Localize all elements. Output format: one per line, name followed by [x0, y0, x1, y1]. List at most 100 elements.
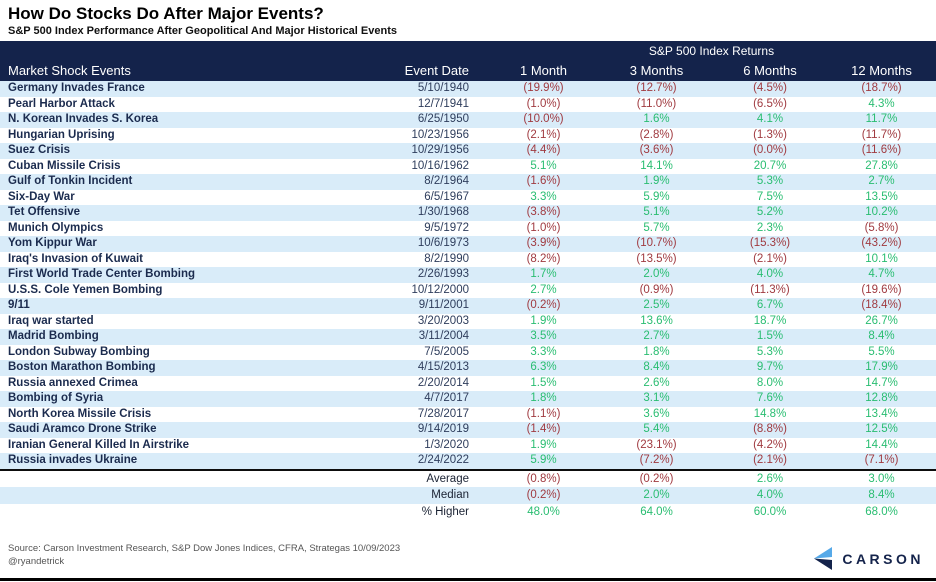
event-date: 2/20/2014 — [417, 376, 469, 389]
return-value: (1.4%) — [526, 423, 561, 435]
col-header-1month: 1 Month — [487, 60, 600, 81]
return-value: (0.9%) — [639, 283, 674, 296]
carson-logo: CARSON — [812, 546, 924, 571]
source-line: Source: Carson Investment Research, S&P … — [8, 543, 401, 554]
return-value: 3.3% — [530, 190, 557, 203]
return-value: 4.3% — [868, 97, 895, 110]
col-header-3months: 3 Months — [600, 60, 713, 81]
return-value: (11.0%) — [636, 97, 677, 110]
return-value: 1.5% — [530, 376, 557, 389]
summary-spacer — [0, 504, 356, 521]
event-date: 3/11/2004 — [418, 330, 469, 342]
return-value: 14.1% — [640, 159, 673, 172]
summary-value: (0.2%) — [526, 489, 561, 501]
table-row: N. Korean Invades S. Korea 6/25/1950 (10.0… — [0, 112, 936, 128]
return-value: 10.1% — [865, 252, 898, 265]
return-value: 5.3% — [756, 345, 784, 358]
carson-logo-text: CARSON — [842, 550, 924, 567]
return-value: 3.6% — [643, 407, 670, 420]
group-header-spacer — [0, 41, 487, 60]
event-name: Pearl Harbor Attack — [8, 97, 115, 110]
event-name: Tet Offensive — [8, 206, 80, 218]
return-value: 6.3% — [530, 361, 557, 373]
return-value: 5.4% — [643, 423, 670, 435]
return-value: (19.9%) — [523, 82, 564, 94]
event-name: Madrid Bombing — [8, 330, 99, 342]
return-value: 26.7% — [865, 314, 898, 327]
return-value: 17.9% — [865, 361, 898, 373]
table-row: North Korea Missile Crisis 7/28/2017 (1.1%… — [0, 407, 936, 423]
table-row: First World Trade Center Bombing 2/26/199… — [0, 267, 936, 283]
return-value: 18.7% — [753, 314, 787, 327]
return-value: (8.8%) — [753, 423, 787, 435]
event-date: 6/5/1967 — [424, 190, 469, 203]
col-header-12months: 12 Months — [827, 60, 936, 81]
event-name: Yom Kippur War — [8, 237, 97, 249]
event-name: Russia invades Ukraine — [0, 453, 356, 471]
return-value: 5.3% — [756, 175, 784, 187]
return-value: (5.8%) — [864, 221, 899, 234]
return-value: 1.8% — [530, 392, 557, 404]
summary-value: 2.6% — [756, 472, 784, 485]
summary-value: 4.0% — [756, 489, 784, 501]
return-value: 2.7% — [868, 175, 895, 187]
page-subtitle: S&P 500 Index Performance After Geopolit… — [8, 25, 397, 37]
return-value: 5.9% — [643, 190, 670, 203]
summary-value: 3.0% — [868, 472, 895, 485]
group-header-row: S&P 500 Index Returns — [0, 41, 936, 60]
event-name: Iraq war started — [8, 314, 94, 327]
event-name: Cuban Missile Crisis — [8, 159, 121, 172]
event-date: 10/6/1973 — [417, 237, 469, 249]
return-value: 5.1% — [643, 206, 670, 218]
return-value: (1.0%) — [526, 221, 561, 234]
event-date: 9/14/2019 — [417, 423, 469, 435]
event-date: 4/7/2017 — [424, 392, 469, 404]
event-date: 4/15/2013 — [417, 361, 469, 373]
event-date: 9/5/1972 — [424, 221, 469, 234]
data-rows: Germany Invades France 5/10/1940 (19.9%) (1… — [0, 81, 936, 471]
summary-value: 64.0% — [640, 505, 673, 518]
summary-label: Average — [426, 472, 469, 485]
event-date: 10/16/1962 — [411, 159, 469, 172]
event-name: Hungarian Uprising — [8, 128, 115, 141]
return-value: 2.7% — [530, 283, 557, 296]
event-name: Six-Day War — [8, 190, 75, 203]
table-row: Gulf of Tonkin Incident 8/2/1964 (1.6%) 1.9… — [0, 174, 936, 190]
table-row: Saudi Aramco Drone Strike 9/14/2019 (1.4%)… — [0, 422, 936, 438]
event-name: North Korea Missile Crisis — [8, 407, 152, 420]
summary-value: 48.0% — [527, 505, 560, 518]
return-value: (2.1%) — [753, 252, 787, 265]
event-date: 2/24/2022 — [356, 453, 487, 471]
return-value: 1.9% — [530, 438, 557, 451]
return-value: 14.7% — [865, 376, 898, 389]
event-date: 12/7/1941 — [417, 97, 469, 110]
return-value: (7.1%) — [827, 453, 936, 471]
return-value: (0.0%) — [753, 144, 787, 156]
return-value: (3.8%) — [526, 206, 561, 218]
table-row: Germany Invades France 5/10/1940 (19.9%) (1… — [0, 81, 936, 97]
event-name: Suez Crisis — [8, 144, 70, 156]
return-value: 5.9% — [487, 453, 600, 471]
return-value: 27.8% — [865, 159, 898, 172]
table-row: 9/11 9/11/2001 (0.2%) 2.5% 6.7% (18.4%) — [0, 298, 936, 314]
table-row: Iraq's Invasion of Kuwait 8/2/1990 (8.2%) (… — [0, 252, 936, 268]
return-value: 1.6% — [643, 113, 670, 125]
return-value: (15.3%) — [749, 237, 791, 249]
return-value: 13.5% — [865, 190, 898, 203]
return-value: (12.7%) — [636, 82, 677, 94]
table-row: Cuban Missile Crisis 10/16/1962 5.1% 14.1% 2… — [0, 159, 936, 175]
return-value: 2.5% — [643, 299, 670, 311]
return-value: 2.0% — [643, 268, 670, 280]
table-row: Iraq war started 3/20/2003 1.9% 13.6% 18.7% 2… — [0, 314, 936, 330]
return-value: (4.4%) — [526, 144, 561, 156]
column-header-row: Market Shock Events Event Date 1 Month 3… — [0, 60, 936, 81]
return-value: 7.6% — [756, 392, 784, 404]
event-date: 2/26/1993 — [417, 268, 469, 280]
event-date: 10/12/2000 — [411, 283, 469, 296]
return-value: (3.6%) — [639, 144, 674, 156]
return-value: 20.7% — [753, 159, 787, 172]
event-name: 9/11 — [8, 299, 30, 311]
return-value: 10.2% — [865, 206, 898, 218]
return-value: (6.5%) — [753, 97, 787, 110]
